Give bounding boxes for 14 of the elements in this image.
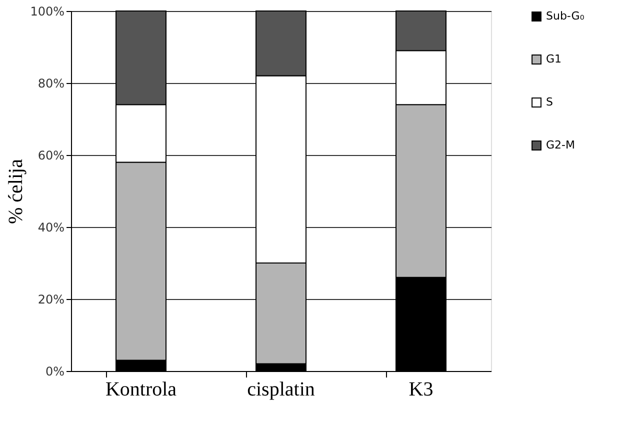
legend-label: Sub-G₀: [546, 10, 585, 22]
legend-label: G1: [546, 52, 562, 66]
x-tick-label: cisplatin: [247, 378, 315, 400]
legend-label: G2-M: [546, 138, 575, 152]
y-tick-label: 0%: [45, 364, 64, 378]
y-tick-label: 20%: [38, 292, 64, 306]
legend-label: S: [546, 96, 553, 108]
x-tick-label: Kontrola: [105, 378, 177, 400]
y-tick-label: 100%: [30, 4, 64, 18]
y-tick-label: 60%: [38, 148, 64, 162]
y-tick-label: 80%: [38, 76, 64, 90]
y-tick-label: 40%: [38, 220, 64, 234]
y-axis-title: % ćelija: [5, 158, 28, 224]
x-tick-label: K3: [408, 378, 434, 400]
